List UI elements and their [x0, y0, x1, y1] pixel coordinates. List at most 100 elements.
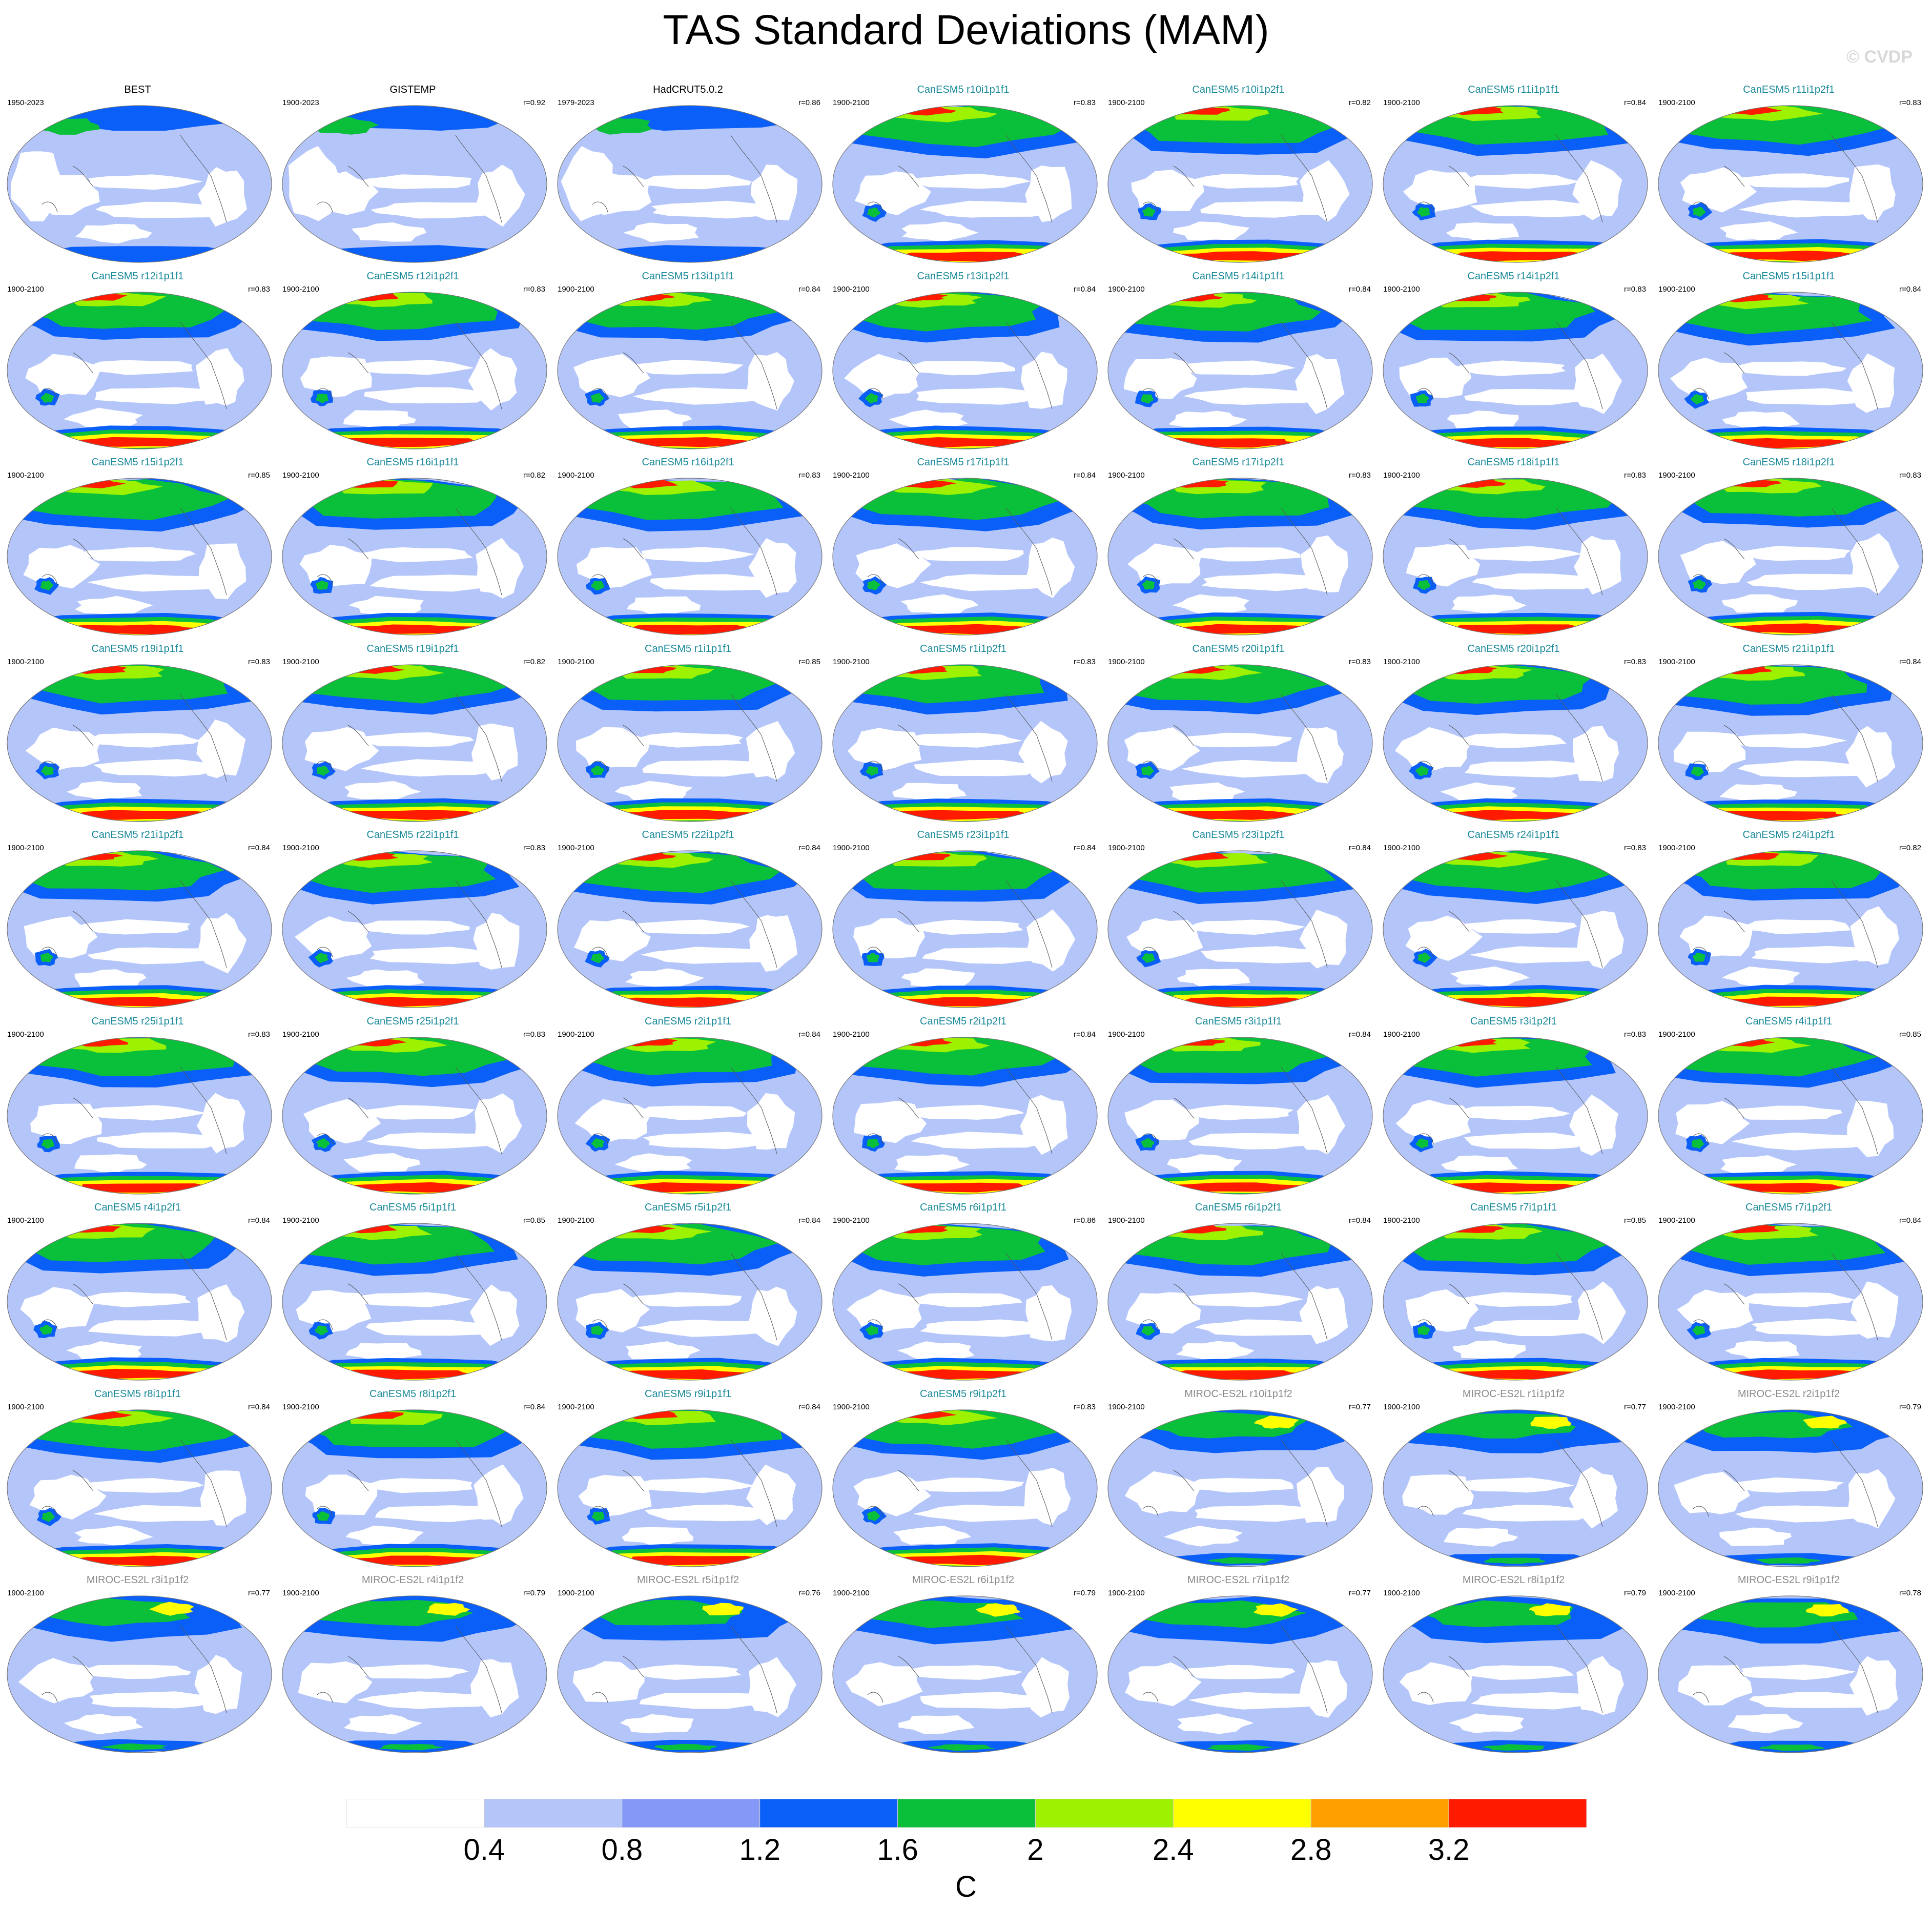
map-low-variance-patch: [1300, 160, 1350, 222]
map-panel: CanESM5 r1i1p1f1 1900-2100 r=0.85: [550, 639, 826, 825]
map-outline: [1658, 1409, 1923, 1567]
colorbar-tick-label: 2: [1027, 1833, 1044, 1866]
map-low-variance-patch: [1751, 946, 1889, 963]
colorbar-tick-labels: 0.4 0.8 1.2 1.6 2 2.4 2.8 3.2: [0, 1833, 1932, 1869]
map-low-variance-patch: [1569, 1094, 1618, 1156]
map-low-variance-patch: [1180, 1478, 1293, 1493]
panel-period: 1900-2100: [1383, 658, 1420, 666]
panel-period: 1900-2100: [833, 471, 870, 480]
map-low-variance-patch: [922, 947, 1058, 964]
panel-title: MIROC-ES2L r6i1p1f2: [912, 1574, 1015, 1586]
map-low-variance-patch: [1847, 1100, 1894, 1157]
map-coastline: [867, 1439, 1053, 1527]
map-panel: CanESM5 r10i1p2f1 1900-2100 r=0.82: [1101, 80, 1376, 265]
map-low-variance-patch: [355, 1292, 472, 1307]
map-low-variance-patch: [67, 781, 142, 801]
map-plot: [1107, 664, 1373, 822]
map-low-variance-patch: [1195, 1505, 1331, 1522]
map-low-variance-patch: [344, 781, 421, 801]
map-low-variance-patch: [1024, 1467, 1071, 1526]
panel-period: 1900-2100: [282, 285, 319, 294]
map-panel: CanESM5 r21i1p1f1 1900-2100 r=0.84: [1651, 639, 1926, 825]
map-low-variance-patch: [639, 1478, 755, 1493]
panel-pattern-correlation: r=0.79: [1074, 1589, 1096, 1597]
panel-title: CanESM5 r3i1p2f1: [1470, 1016, 1557, 1027]
map-plot: [282, 478, 547, 635]
map-coastline: [592, 1625, 777, 1713]
map-high-variance-band: [591, 1138, 605, 1148]
map-low-variance-patch: [623, 1664, 742, 1680]
map-plot: [1107, 292, 1373, 449]
map-low-variance-patch: [893, 1526, 972, 1546]
map-plot: [1658, 1595, 1923, 1753]
panel-title: CanESM5 r20i1p2f1: [1467, 643, 1560, 654]
map-low-variance-patch: [303, 1099, 381, 1144]
map-low-variance-patch: [747, 1093, 795, 1150]
map-outline: [832, 1223, 1098, 1381]
map-low-variance-patch: [468, 348, 518, 411]
map-low-variance-patch: [66, 1341, 142, 1362]
map-plot: [1658, 850, 1923, 1008]
map-low-variance-patch: [371, 202, 507, 219]
map-low-variance-patch: [1124, 1099, 1199, 1141]
panel-period: 1900-2100: [282, 658, 319, 666]
panel-title: MIROC-ES2L r1i1p1f2: [1462, 1388, 1565, 1400]
panel-title: MIROC-ES2L r9i1p1f2: [1737, 1574, 1840, 1586]
colorbar-swatch: [1448, 1799, 1587, 1828]
panel-pattern-correlation: r=0.84: [1349, 1216, 1371, 1225]
map-low-variance-patch: [1730, 1105, 1843, 1120]
map-high-variance-band: [591, 1511, 605, 1521]
panel-period: 1900-2100: [1658, 471, 1695, 480]
map-coastline: [42, 507, 227, 596]
map-low-variance-patch: [345, 1525, 424, 1545]
map-coastline: [1142, 1066, 1328, 1155]
map-panel: CanESM5 r3i1p2f1 1900-2100 r=0.83: [1376, 1012, 1651, 1197]
map-low-variance-patch: [471, 723, 518, 781]
map-outline: [7, 105, 272, 263]
map-outline: [832, 292, 1098, 449]
map-low-variance-patch: [1850, 533, 1900, 595]
map-coastline: [867, 694, 1053, 782]
map-low-variance-patch: [1181, 760, 1321, 778]
map-panel: CanESM5 r2i1p1f1 1900-2100 r=0.84: [550, 1012, 826, 1197]
map-low-variance-patch: [1473, 1320, 1608, 1336]
map-plot: [7, 1037, 272, 1195]
map-high-variance-band: [1692, 1325, 1705, 1336]
map-panel: CanESM5 r7i1p2f1 1900-2100 r=0.84: [1651, 1198, 1926, 1383]
map-low-variance-patch: [1177, 1713, 1254, 1734]
map-low-variance-patch: [901, 221, 979, 242]
panel-pattern-correlation: r=0.79: [1624, 1589, 1646, 1597]
map-outline: [7, 1223, 272, 1381]
map-coastline: [1417, 321, 1603, 409]
map-high-variance-band: [590, 393, 604, 403]
map-low-variance-patch: [1395, 727, 1472, 772]
panel-title: MIROC-ES2L r10i1p1f2: [1184, 1388, 1292, 1400]
map-low-variance-patch: [853, 918, 925, 958]
map-coastline: [42, 1253, 227, 1341]
map-low-variance-patch: [473, 913, 520, 970]
panel-title: CanESM5 r1i1p2f1: [920, 643, 1006, 654]
map-low-variance-patch: [574, 1099, 652, 1143]
map-low-variance-patch: [1673, 731, 1746, 773]
map-low-variance-patch: [1456, 1478, 1575, 1493]
panel-title: CanESM5 r4i1p2f1: [94, 1202, 181, 1213]
colorbar-tick-label: 1.6: [877, 1833, 918, 1866]
map-low-variance-patch: [1573, 353, 1622, 414]
map-low-variance-patch: [356, 920, 470, 935]
map-coastline: [1142, 880, 1328, 968]
map-high-variance-band: [1759, 1745, 1825, 1751]
map-outline: [1107, 478, 1373, 635]
panel-period: 1900-2100: [833, 1216, 870, 1225]
map-low-variance-patch: [1470, 1692, 1612, 1710]
map-low-variance-patch: [470, 1659, 519, 1718]
colorbar-swatch: [622, 1799, 761, 1828]
map-low-variance-patch: [1576, 1281, 1627, 1344]
map-low-variance-patch: [919, 574, 1057, 591]
colorbar-tick-label: 2.4: [1153, 1833, 1194, 1866]
colorbar-swatch: [484, 1799, 623, 1828]
panel-pattern-correlation: r=0.83: [1074, 1403, 1096, 1411]
map-coastline: [42, 1066, 227, 1155]
panel-pattern-correlation: r=0.84: [1899, 658, 1921, 666]
map-low-variance-patch: [97, 1132, 231, 1148]
map-plot: [282, 1595, 547, 1753]
